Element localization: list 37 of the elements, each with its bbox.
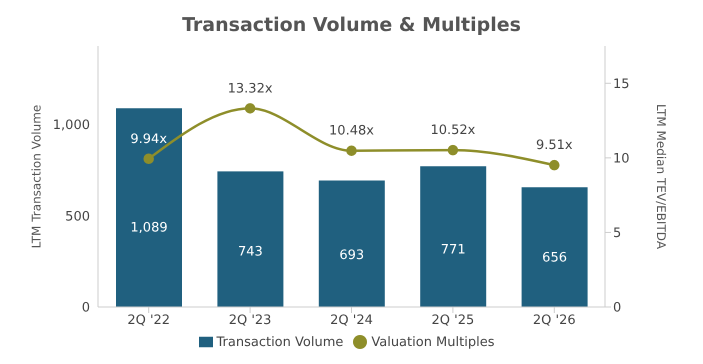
- chart-title: Transaction Volume & Multiples: [181, 14, 522, 38]
- legend-label: Transaction Volume: [216, 335, 344, 350]
- y2-tick-label: 10: [613, 151, 630, 166]
- point: [244, 103, 256, 114]
- data-label: 13.32x: [228, 81, 273, 96]
- y-axis-title: LTM Transaction Volume: [29, 104, 44, 248]
- bar: [318, 180, 385, 307]
- data-label: 743: [238, 244, 263, 260]
- bar: [420, 166, 486, 307]
- data-label: 693: [339, 248, 364, 263]
- data-label: 9.94x: [130, 132, 168, 147]
- point: [448, 144, 458, 156]
- y-tick-label: 0: [82, 300, 90, 316]
- point: [549, 160, 560, 170]
- x-tick-label: 2Q '25: [432, 313, 474, 328]
- data-label: 10.48x: [329, 124, 374, 139]
- bar: [116, 108, 182, 307]
- x-tick-label: 2Q '24: [330, 313, 373, 328]
- bar: [217, 171, 284, 307]
- data-label: 771: [440, 242, 466, 258]
- y-tick-label: 500: [65, 209, 90, 224]
- legend-label: Valuation Multiples: [371, 335, 494, 350]
- data-label: 656: [542, 250, 568, 266]
- bar: [522, 187, 588, 307]
- y2-tick-label: 0: [613, 300, 622, 316]
- data-label: 9.51x: [536, 138, 573, 154]
- y2-tick-label: 15: [613, 76, 630, 92]
- data-label: 10.52x: [430, 123, 476, 138]
- x-tick-label: 2Q '26: [532, 313, 576, 328]
- data-label: 1,089: [130, 220, 168, 236]
- y2-tick-label: 5: [613, 226, 622, 242]
- x-tick-label: 2Q '23: [228, 313, 272, 328]
- y-tick-label: 1,000: [52, 118, 90, 134]
- point: [346, 145, 357, 156]
- y2-axis-title: LTM Median TEV/EBITDA: [654, 104, 668, 250]
- x-tick-label: 2Q '22: [127, 313, 170, 328]
- point: [143, 154, 154, 164]
